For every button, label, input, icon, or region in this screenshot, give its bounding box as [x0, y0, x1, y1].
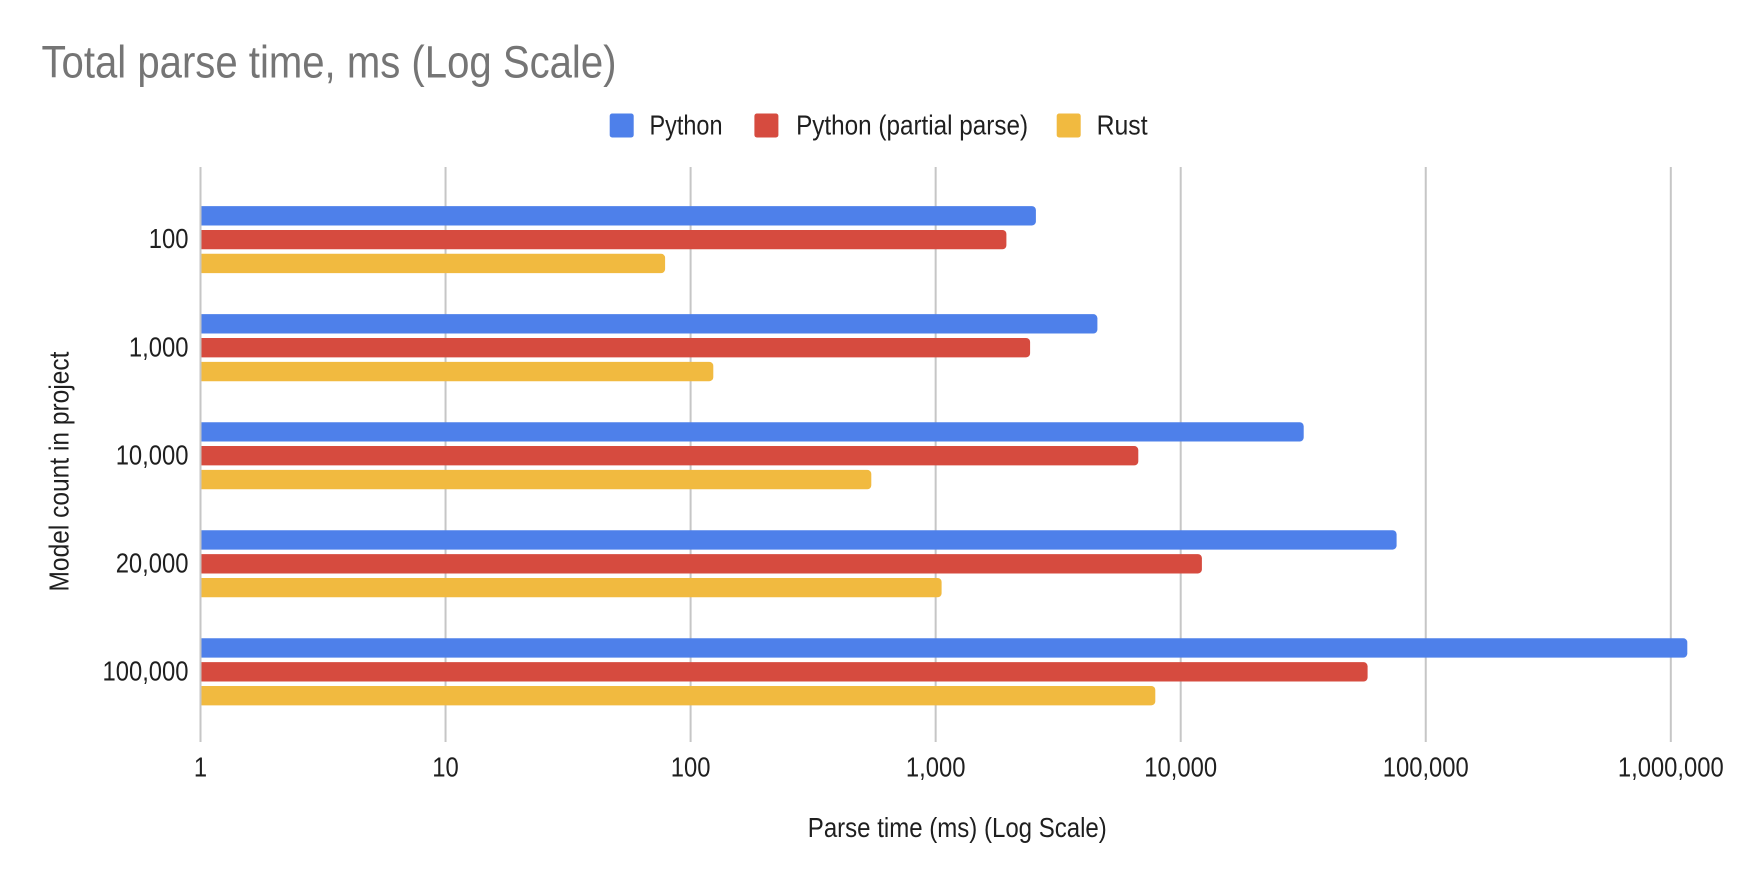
- svg-text:10: 10: [432, 751, 459, 782]
- svg-text:10,000: 10,000: [116, 439, 189, 470]
- svg-text:100: 100: [671, 751, 711, 782]
- svg-text:100: 100: [149, 223, 189, 254]
- svg-text:Rust: Rust: [1097, 110, 1148, 141]
- svg-text:Total parse time, ms (Log Scal: Total parse time, ms (Log Scale): [42, 37, 617, 88]
- svg-text:1,000: 1,000: [129, 331, 189, 362]
- svg-text:100,000: 100,000: [1383, 751, 1469, 782]
- svg-text:20,000: 20,000: [116, 547, 189, 578]
- svg-text:1,000: 1,000: [906, 751, 966, 782]
- svg-text:1: 1: [194, 751, 207, 782]
- svg-text:1,000,000: 1,000,000: [1618, 751, 1724, 782]
- svg-text:Parse time (ms) (Log Scale): Parse time (ms) (Log Scale): [808, 812, 1107, 843]
- svg-text:Model count in project: Model count in project: [44, 351, 75, 591]
- svg-text:Python (partial parse): Python (partial parse): [796, 110, 1028, 141]
- svg-text:10,000: 10,000: [1144, 751, 1217, 782]
- svg-text:100,000: 100,000: [103, 655, 189, 686]
- svg-text:Python: Python: [650, 110, 723, 141]
